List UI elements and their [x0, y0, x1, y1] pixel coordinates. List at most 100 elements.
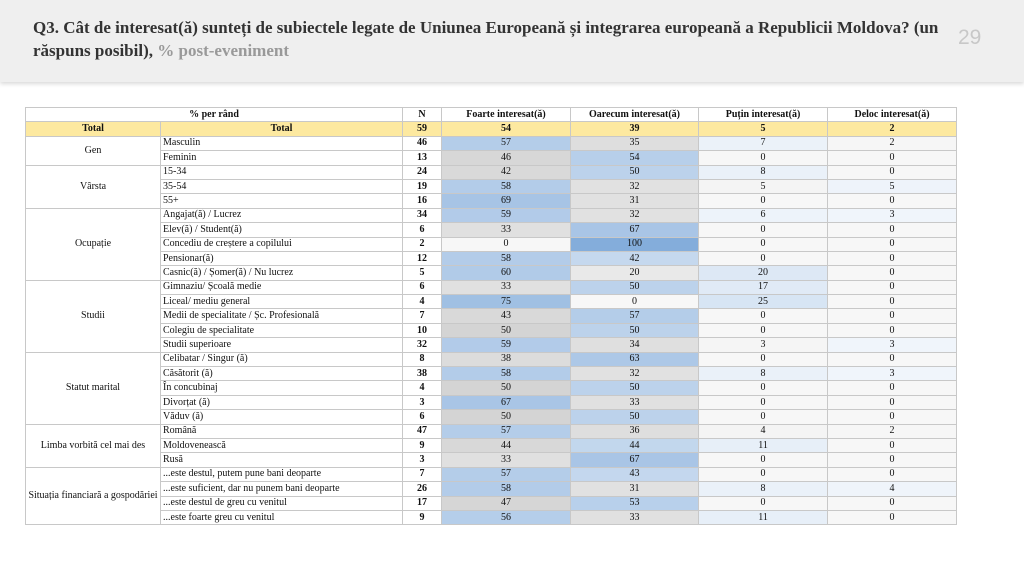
group-label: Ocupație — [25, 207, 161, 281]
cell: 0 — [827, 294, 958, 310]
cell: 0 — [827, 150, 958, 166]
cell: 56 — [441, 509, 572, 526]
header: Q3. Cât de interesat(ă) sunteți de subie… — [0, 0, 1024, 82]
cell: 50 — [441, 380, 572, 396]
group-label: Gen — [25, 135, 161, 166]
cell: 39 — [570, 121, 700, 137]
row-label: Liceal/ mediu general — [159, 294, 404, 310]
cell: 2 — [402, 236, 443, 252]
cell: 58 — [441, 250, 572, 267]
cell: 50 — [441, 322, 572, 339]
cell: 7 — [698, 135, 829, 152]
cell: 34 — [570, 337, 700, 353]
row-label: Masculin — [159, 135, 404, 152]
data-row: 55+ 16 69 31 0 0 — [26, 193, 958, 209]
cell: 8 — [402, 351, 443, 368]
cell: 26 — [402, 481, 443, 497]
cell: 59 — [402, 121, 443, 137]
cell: 33 — [441, 222, 572, 238]
cell: 8 — [698, 164, 829, 180]
row-label: Gimnaziu/ Școală medie — [159, 279, 404, 296]
cell: 11 — [698, 437, 829, 454]
cell: 44 — [570, 437, 700, 454]
row-label: ...este suficient, dar nu punem bani deo… — [159, 481, 404, 497]
title-text: Q3. Cât de interesat(ă) sunteți de subie… — [33, 18, 939, 60]
row-label: Feminin — [159, 150, 404, 166]
row-label: Divorțat (ă) — [159, 394, 404, 411]
cell: 2 — [827, 423, 958, 439]
cell: 0 — [698, 236, 829, 252]
cell: 47 — [402, 423, 443, 439]
group-label: Total — [25, 121, 161, 137]
group-label: Limba vorbită cel mai des — [25, 423, 161, 468]
title: Q3. Cât de interesat(ă) sunteți de subie… — [33, 16, 948, 62]
data-row: Pensionar(ă) 12 58 42 0 0 — [26, 250, 958, 267]
data-row: Vârsta 15-34 24 42 50 8 0 — [25, 164, 958, 209]
cell: 0 — [698, 452, 829, 468]
data-row: Studii superioare 32 59 34 3 3 — [26, 337, 958, 353]
row-label: Casnic(ă) / Șomer(ă) / Nu lucrez — [159, 265, 404, 281]
column-header: N — [402, 106, 443, 123]
cell: 36 — [570, 423, 700, 439]
cell: 32 — [570, 178, 700, 195]
cell: 67 — [570, 452, 700, 468]
row-label: ...este destul, putem pune bani deoparte — [159, 466, 404, 483]
data-row: Liceal/ mediu general 4 75 0 25 0 — [26, 294, 958, 310]
cell: 33 — [441, 279, 572, 296]
cell: 6 — [402, 222, 443, 238]
cell: 0 — [827, 222, 958, 238]
data-row: Elev(ă) / Student(ă) 6 33 67 0 0 — [26, 222, 958, 238]
cell: 17 — [698, 279, 829, 296]
column-header: Oarecum interesat(ă) — [570, 106, 700, 123]
row-label: 15-34 — [159, 164, 404, 180]
group-label: Statut marital — [25, 351, 161, 425]
row-label: Concediu de creștere a copilului — [159, 236, 404, 252]
cell: 0 — [827, 308, 958, 324]
cell: 43 — [441, 308, 572, 324]
column-header: Foarte interesat(ă) — [441, 106, 572, 123]
cell: 0 — [698, 150, 829, 166]
data-row: Colegiu de specialitate 10 50 50 0 0 — [26, 322, 958, 339]
row-label: Română — [159, 423, 404, 439]
cell: 0 — [698, 308, 829, 324]
cell: 3 — [827, 337, 958, 353]
cell: 7 — [402, 466, 443, 483]
column-header: Puțin interesat(ă) — [698, 106, 829, 123]
cell: 50 — [570, 409, 700, 425]
row-label: Celibatar / Singur (ă) — [159, 351, 404, 368]
cell: 58 — [441, 178, 572, 195]
data-row: Studii Gimnaziu/ Școală medie 6 33 50 17 0 — [25, 279, 958, 353]
cell: 8 — [698, 366, 829, 382]
data-row: Medii de specialitate / Șc. Profesională… — [26, 308, 958, 324]
cell: 5 — [698, 178, 829, 195]
cell: 0 — [827, 495, 958, 511]
cell: 2 — [827, 121, 958, 137]
cell: 0 — [827, 409, 958, 425]
cell: 6 — [402, 409, 443, 425]
data-row: ...este foarte greu cu venitul 9 56 33 11 0 — [26, 509, 958, 526]
cell: 33 — [570, 394, 700, 411]
cell: 0 — [698, 394, 829, 411]
data-row: Feminin 13 46 54 0 0 — [26, 150, 958, 166]
cell: 5 — [402, 265, 443, 281]
cell: 0 — [698, 250, 829, 267]
data-row: Văduv (ă) 6 50 50 0 0 — [26, 409, 958, 425]
data-row: Limba vorbită cel mai des Română 47 57 36 4 2 — [25, 423, 958, 468]
cell: 5 — [827, 178, 958, 195]
data-row: 35-54 19 58 32 5 5 — [26, 178, 958, 195]
cell: 42 — [441, 164, 572, 180]
cell: 4 — [402, 380, 443, 396]
cell: 0 — [827, 452, 958, 468]
cell: 57 — [570, 308, 700, 324]
cell: 0 — [827, 351, 958, 368]
cell: 32 — [402, 337, 443, 353]
cell: 6 — [402, 279, 443, 296]
cell: 0 — [698, 222, 829, 238]
data-row: Statut marital Celibatar / Singur (ă) 8 38 6… — [25, 351, 958, 425]
data-row: Moldovenească 9 44 44 11 0 — [26, 437, 958, 454]
cell: 4 — [698, 423, 829, 439]
cell: 0 — [827, 193, 958, 209]
cell: 0 — [698, 380, 829, 396]
cell: 12 — [402, 250, 443, 267]
cell: 6 — [698, 207, 829, 224]
